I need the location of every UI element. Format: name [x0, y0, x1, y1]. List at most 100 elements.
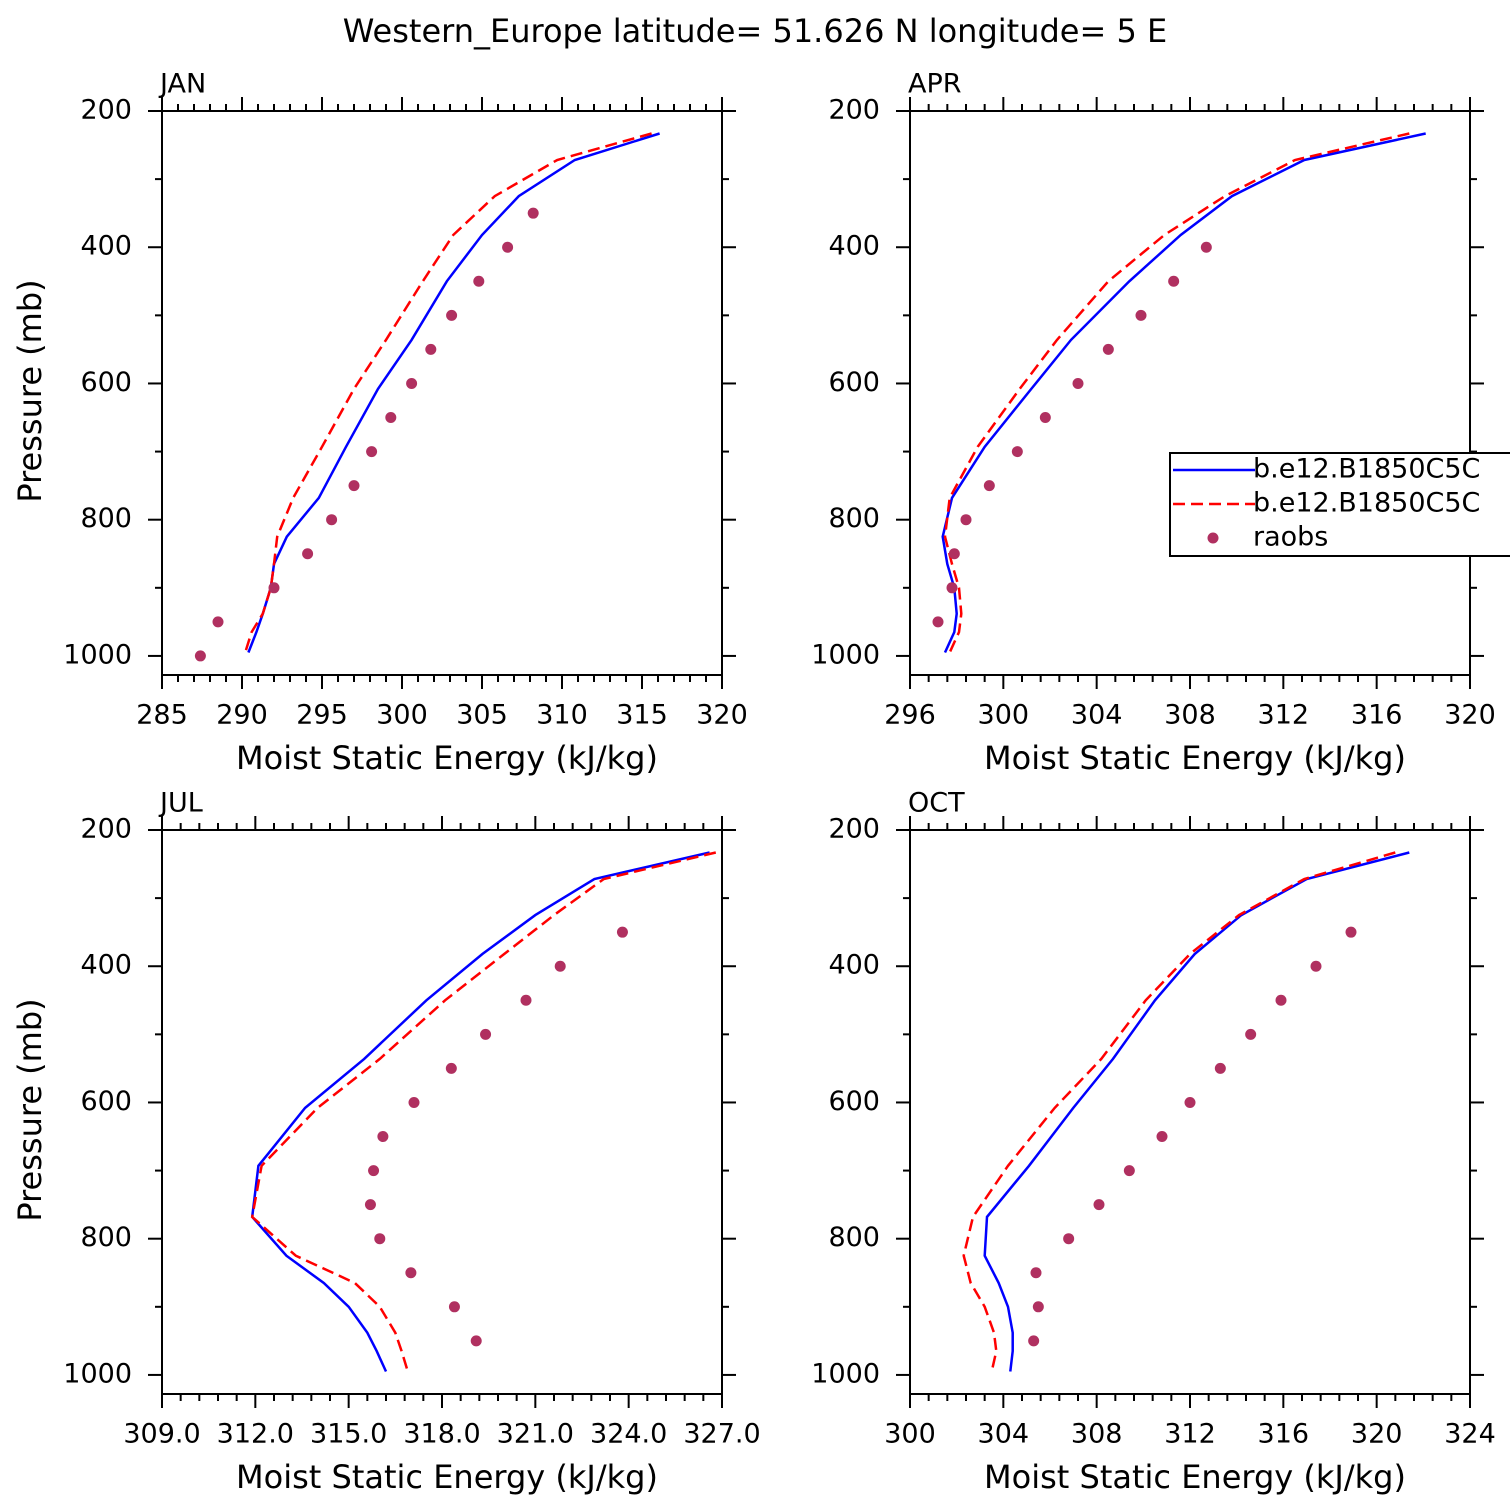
profile-line — [943, 132, 1410, 654]
raob-point — [948, 548, 960, 560]
y-tick-label: 1000 — [811, 1358, 880, 1389]
raob-point — [268, 582, 280, 594]
raob-point — [1245, 1028, 1257, 1040]
raob-point — [406, 377, 418, 389]
raob-point — [1030, 1267, 1042, 1279]
legend-label: b.e12.B1850C5C — [1253, 454, 1480, 485]
panel-label: APR — [908, 69, 962, 100]
raob-point — [408, 1096, 420, 1108]
x-tick-label: 315 — [616, 700, 668, 731]
x-tick-label: 300 — [978, 700, 1030, 731]
y-tick-label: 600 — [80, 367, 132, 398]
profile-line — [941, 132, 1426, 654]
x-tick-label: 327.0 — [683, 1419, 760, 1450]
x-tick-label: 304 — [978, 1419, 1030, 1450]
y-tick-label: 200 — [80, 814, 132, 845]
legend-label: b.e12.B1850C5C — [1253, 488, 1480, 519]
x-tick-label: 285 — [136, 700, 188, 731]
y-tick-label: 800 — [80, 503, 132, 534]
x-axis-title: Moist Static Energy (kJ/kg) — [236, 739, 658, 777]
raob-point — [502, 241, 514, 253]
raob-point — [448, 1301, 460, 1313]
y-tick-label: 800 — [80, 1222, 132, 1253]
panel-label: JAN — [158, 69, 206, 100]
x-tick-label: 324.0 — [590, 1419, 667, 1450]
y-tick-label: 200 — [80, 95, 132, 126]
x-tick-label: 305 — [456, 700, 508, 731]
raob-point — [1063, 1233, 1075, 1245]
y-axis-title: Pressure (mb) — [11, 279, 49, 502]
x-tick-label: 324 — [1444, 1419, 1496, 1450]
x-tick-label: 318.0 — [403, 1419, 480, 1450]
raob-point — [405, 1267, 417, 1279]
y-tick-label: 1000 — [63, 1358, 132, 1389]
raob-point — [960, 514, 972, 526]
x-axis-title: Moist Static Energy (kJ/kg) — [984, 1458, 1406, 1496]
raob-point — [470, 1335, 482, 1347]
raob-point — [1135, 309, 1147, 321]
panel-label: OCT — [908, 788, 965, 819]
raob-point — [366, 446, 378, 458]
raob-point — [1310, 960, 1322, 972]
raob-point — [364, 1199, 376, 1211]
raob-point — [1093, 1199, 1105, 1211]
raob-point — [1039, 412, 1051, 424]
plot-frame — [909, 829, 1471, 1395]
y-tick-label: 200 — [828, 95, 880, 126]
raob-point — [1275, 994, 1287, 1006]
x-tick-label: 295 — [296, 700, 348, 731]
x-tick-label: 310 — [536, 700, 588, 731]
raob-point — [425, 343, 437, 355]
y-tick-label: 600 — [828, 367, 880, 398]
raob-point — [1345, 926, 1357, 938]
raob-point — [368, 1165, 380, 1177]
legend-label: raobs — [1253, 522, 1328, 553]
raob-point — [445, 1062, 457, 1074]
raob-point — [520, 994, 532, 1006]
y-tick-label: 400 — [80, 231, 132, 262]
x-axis-title: Moist Static Energy (kJ/kg) — [236, 1458, 658, 1496]
x-tick-label: 304 — [1071, 700, 1123, 731]
x-tick-label: 321.0 — [497, 1419, 574, 1450]
raob-point — [326, 514, 338, 526]
legend-swatch — [1207, 532, 1219, 544]
profile-line — [962, 851, 1396, 1372]
raob-point — [527, 207, 539, 219]
raob-point — [348, 480, 360, 492]
x-tick-label: 312 — [1164, 1419, 1216, 1450]
x-tick-label: 300 — [376, 700, 428, 731]
raob-point — [194, 650, 206, 662]
raob-point — [473, 275, 485, 287]
profile-line — [247, 132, 660, 653]
raob-point — [446, 309, 458, 321]
raob-point — [1102, 343, 1114, 355]
y-tick-label: 400 — [828, 950, 880, 981]
x-tick-label: 320 — [1444, 700, 1496, 731]
x-tick-label: 312 — [1258, 700, 1310, 731]
profile-line — [244, 132, 652, 653]
x-tick-label: 300 — [884, 1419, 936, 1450]
raob-point — [1032, 1301, 1044, 1313]
plot-frame — [161, 829, 723, 1395]
x-tick-label: 320 — [1351, 1419, 1403, 1450]
y-axis-title: Pressure (mb) — [11, 998, 49, 1221]
raob-point — [1214, 1062, 1226, 1074]
raob-point — [1028, 1335, 1040, 1347]
panel-label: JUL — [158, 788, 203, 819]
raob-point — [302, 548, 314, 560]
x-tick-label: 312.0 — [217, 1419, 294, 1450]
raob-point — [1168, 275, 1180, 287]
y-tick-label: 1000 — [811, 639, 880, 670]
y-tick-label: 400 — [80, 950, 132, 981]
raob-point — [1184, 1096, 1196, 1108]
x-tick-label: 308 — [1071, 1419, 1123, 1450]
raob-point — [374, 1233, 386, 1245]
y-tick-label: 200 — [828, 814, 880, 845]
raob-point — [946, 582, 958, 594]
raob-point — [1123, 1165, 1135, 1177]
y-tick-label: 800 — [828, 1222, 880, 1253]
raob-point — [1011, 446, 1023, 458]
